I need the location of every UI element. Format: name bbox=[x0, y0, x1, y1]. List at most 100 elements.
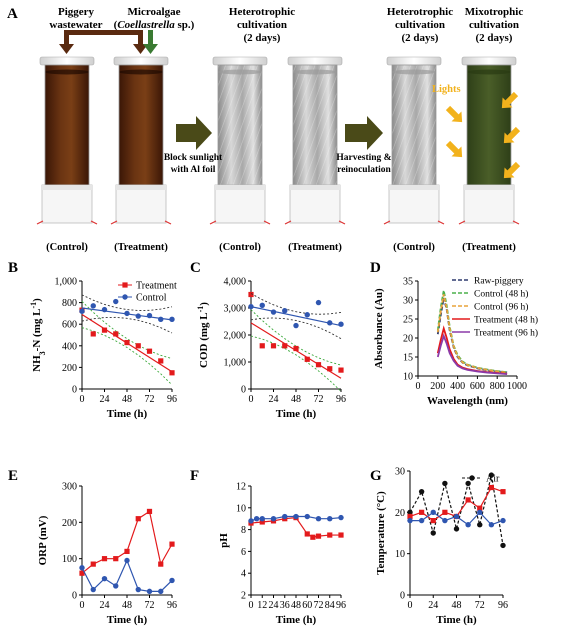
data-point bbox=[442, 517, 448, 524]
tube-base bbox=[41, 184, 93, 224]
x-tick-label: 72 bbox=[145, 600, 155, 611]
confidence-band bbox=[81, 316, 173, 334]
y-tick-label: 15 bbox=[403, 353, 413, 364]
x-tick-label: 96 bbox=[336, 394, 346, 405]
microalgae-label: Microalgae bbox=[128, 6, 181, 18]
series-treatment-96-h- bbox=[436, 333, 508, 375]
species-label: (Coellastrella sp.) bbox=[114, 19, 195, 31]
data-point bbox=[282, 513, 288, 520]
data-point bbox=[304, 531, 310, 537]
x-tick-label: 60 bbox=[302, 600, 312, 611]
data-point bbox=[259, 343, 265, 349]
tube-base-rim bbox=[464, 185, 514, 190]
stir-mark bbox=[209, 220, 217, 225]
data-point bbox=[259, 519, 265, 525]
data-point bbox=[248, 291, 254, 298]
y-tick-label: 8 bbox=[241, 525, 246, 536]
x-tick-label: 48 bbox=[122, 600, 132, 611]
y-tick-label: 200 bbox=[62, 518, 77, 529]
x-tick-label: 0 bbox=[408, 600, 413, 611]
tube-base bbox=[388, 184, 440, 224]
data-point bbox=[327, 320, 333, 326]
y-axis-label: NH3-N (mg L-1) bbox=[29, 298, 47, 372]
stir-mark bbox=[383, 220, 391, 225]
stir-mark bbox=[90, 220, 98, 225]
data-point bbox=[407, 509, 413, 516]
tube-cap bbox=[39, 56, 95, 66]
data-point bbox=[135, 586, 141, 593]
series-line bbox=[250, 516, 341, 538]
data-point bbox=[315, 516, 322, 522]
y-tick-label: 200 bbox=[62, 363, 77, 374]
x-tick-label: 72 bbox=[475, 600, 485, 611]
tube-liquid bbox=[467, 65, 511, 185]
stir-mark bbox=[164, 220, 172, 225]
series-control bbox=[248, 513, 344, 524]
x-tick-label: 48 bbox=[291, 600, 301, 611]
x-axis-label: Time (h) bbox=[107, 408, 148, 420]
tube-base-rim bbox=[116, 185, 166, 190]
panel-letter: B bbox=[8, 260, 18, 276]
x-tick-label: 72 bbox=[314, 394, 324, 405]
data-point bbox=[338, 321, 344, 327]
tube-base-rim bbox=[290, 185, 340, 190]
svg-text:with Al foil: with Al foil bbox=[171, 165, 216, 175]
svg-text:Harvesting &: Harvesting & bbox=[336, 153, 391, 163]
tube-cap bbox=[386, 56, 442, 66]
lights-label: Lights bbox=[432, 84, 461, 95]
stir-mark bbox=[36, 220, 44, 225]
data-point bbox=[146, 508, 153, 515]
data-point bbox=[169, 577, 175, 584]
svg-text:cultivation: cultivation bbox=[469, 19, 519, 31]
svg-text:cultivation: cultivation bbox=[395, 19, 445, 31]
data-point bbox=[293, 513, 299, 520]
ylabel-part: COD (mg L bbox=[198, 312, 210, 368]
data-point bbox=[113, 331, 119, 337]
data-point bbox=[453, 513, 460, 520]
tube-cap bbox=[113, 56, 169, 66]
data-point bbox=[248, 303, 254, 310]
y-tick-label: 3,000 bbox=[224, 304, 247, 315]
series-line bbox=[250, 515, 342, 522]
tube-base-rim bbox=[215, 185, 265, 190]
y-axis-label: pH bbox=[218, 533, 230, 548]
tube-label: (Treatment) bbox=[462, 242, 516, 253]
x-axis-label: Wavelength (nm) bbox=[427, 395, 508, 407]
data-point bbox=[90, 586, 96, 593]
confidence-band bbox=[81, 301, 173, 360]
tube-foil-texture bbox=[218, 65, 262, 185]
tube-base-rim bbox=[42, 185, 92, 190]
panel-letter: E bbox=[8, 468, 18, 484]
series-line bbox=[436, 294, 508, 374]
data-point bbox=[146, 588, 153, 595]
y-tick-label: 10 bbox=[403, 372, 413, 383]
data-point bbox=[79, 570, 85, 576]
tube-label: (Control) bbox=[46, 242, 88, 253]
ylabel-sub: 3 bbox=[38, 351, 47, 355]
data-point bbox=[79, 565, 85, 571]
x-tick-label: 0 bbox=[80, 600, 85, 611]
tube-meniscus bbox=[45, 69, 89, 75]
data-point bbox=[338, 532, 344, 538]
y-tick-label: 0 bbox=[72, 385, 77, 396]
data-point bbox=[407, 513, 413, 520]
data-point bbox=[270, 343, 277, 349]
stir-mark bbox=[437, 220, 445, 225]
data-point bbox=[270, 516, 277, 522]
y-tick-label: 0 bbox=[241, 385, 246, 396]
tube-1 bbox=[36, 56, 98, 225]
legend-marker bbox=[122, 282, 128, 288]
x-tick-label: 48 bbox=[291, 394, 301, 405]
panel-letter: C bbox=[190, 260, 201, 276]
x-tick-label: 0 bbox=[80, 394, 85, 405]
data-point bbox=[253, 516, 260, 522]
data-point bbox=[477, 505, 483, 511]
data-point bbox=[282, 308, 288, 314]
panel-g-chart: G 0 24 48 72 96 0 10 20 30 Time (h) Temperature (°C… bbox=[370, 467, 508, 627]
data-point bbox=[430, 518, 436, 524]
stage2-title-mixotrophic: Mixotrophic cultivation (2 days) bbox=[465, 6, 524, 44]
series-control bbox=[79, 294, 175, 334]
tube-base bbox=[289, 184, 341, 224]
panel-a-schematic: A Piggery wastewater Microalgae (Coellas… bbox=[7, 6, 523, 253]
data-point bbox=[248, 518, 254, 524]
